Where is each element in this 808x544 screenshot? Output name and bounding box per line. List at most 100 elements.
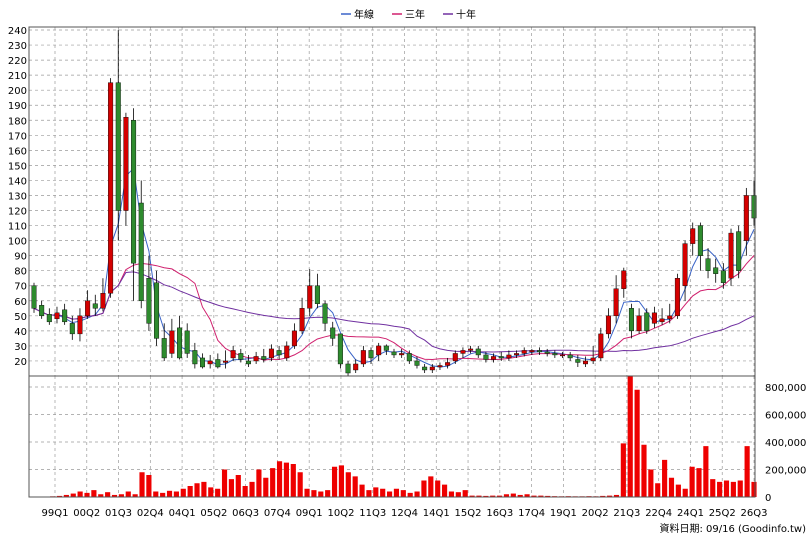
volume-bar bbox=[249, 481, 255, 497]
price-tick-label: 220 bbox=[8, 56, 27, 67]
volume-bar bbox=[201, 481, 207, 497]
candle-body bbox=[184, 330, 190, 354]
price-tick-label: 100 bbox=[8, 237, 27, 248]
footer-date-source: 資料日期: 09/16 (Goodinfo.tw) bbox=[659, 522, 806, 535]
x-tick-label: 24Q1 bbox=[677, 508, 704, 519]
price-tick-label: 110 bbox=[8, 222, 27, 233]
price-tick-label: 20 bbox=[14, 357, 27, 368]
volume-bar bbox=[139, 472, 145, 497]
candle-body bbox=[429, 366, 435, 371]
volume-bar bbox=[242, 486, 248, 497]
candle-body bbox=[483, 354, 489, 360]
candle-body bbox=[728, 232, 734, 279]
volume-bar bbox=[290, 464, 296, 497]
x-tick-label: 04Q1 bbox=[169, 508, 196, 519]
volume-bar bbox=[118, 494, 124, 497]
candle-body bbox=[682, 243, 688, 286]
volume-bar bbox=[153, 491, 159, 497]
volume-bar bbox=[703, 446, 709, 497]
candle-body bbox=[115, 82, 121, 211]
price-tick-label: 60 bbox=[14, 297, 27, 308]
volume-bar bbox=[641, 444, 647, 497]
candle-body bbox=[200, 357, 206, 368]
x-tick-label: 14Q1 bbox=[423, 508, 450, 519]
candle-body bbox=[268, 348, 274, 359]
x-tick-label: 17Q4 bbox=[518, 508, 545, 519]
candle-body bbox=[322, 303, 328, 324]
x-tick-label: 21Q3 bbox=[613, 508, 640, 519]
candle-body bbox=[161, 338, 167, 359]
candle-body bbox=[590, 357, 596, 362]
volume-axis: 0 200,000 400,000 600,000 800,000 bbox=[765, 383, 806, 504]
volume-bar bbox=[627, 376, 633, 497]
candle-body bbox=[445, 362, 451, 366]
candle-body bbox=[743, 195, 749, 241]
candle-body bbox=[146, 278, 152, 324]
volume-bar bbox=[366, 490, 372, 497]
candle-body bbox=[399, 353, 405, 356]
volume-bar bbox=[180, 488, 186, 497]
candle-body bbox=[39, 305, 45, 317]
price-tick-label: 170 bbox=[8, 131, 27, 142]
volume-bar bbox=[662, 459, 668, 497]
volume-bar bbox=[338, 465, 345, 497]
volume-bar bbox=[215, 488, 221, 497]
candle-body bbox=[422, 366, 428, 371]
x-tick-label: 11Q3 bbox=[359, 508, 386, 519]
candle-body bbox=[46, 314, 52, 323]
candle-body bbox=[667, 315, 673, 320]
candle-body bbox=[475, 348, 481, 356]
price-tick-label: 190 bbox=[8, 101, 27, 112]
x-tick-label: 00Q2 bbox=[73, 508, 100, 519]
volume-bar bbox=[146, 475, 152, 497]
x-tick-label: 20Q2 bbox=[582, 508, 609, 519]
candle-body bbox=[529, 350, 535, 353]
volume-bar bbox=[270, 468, 276, 497]
candle-body bbox=[636, 315, 642, 332]
price-tick-label: 40 bbox=[14, 327, 27, 338]
candle-body bbox=[514, 353, 520, 356]
price-tick-label: 30 bbox=[14, 342, 27, 353]
candle-body bbox=[575, 359, 581, 363]
candle-body bbox=[284, 345, 290, 359]
candle-body bbox=[621, 270, 627, 289]
candle-body bbox=[628, 308, 634, 332]
candle-body bbox=[62, 309, 68, 323]
volume-bar bbox=[655, 483, 661, 497]
volume-bar bbox=[607, 495, 613, 497]
candle-body bbox=[345, 363, 351, 374]
volume-bar bbox=[70, 493, 76, 497]
volume-bar bbox=[407, 492, 413, 497]
volume-tick-label: 800,000 bbox=[765, 383, 806, 394]
candle-body bbox=[659, 318, 665, 323]
price-tick-label: 210 bbox=[8, 71, 27, 82]
candle-body bbox=[736, 231, 742, 271]
volume-bar bbox=[717, 481, 723, 497]
candle-body bbox=[598, 333, 604, 359]
x-tick-label: 15Q2 bbox=[455, 508, 482, 519]
candle-body bbox=[537, 350, 543, 353]
volume-bar bbox=[448, 491, 455, 497]
candle-body bbox=[491, 356, 497, 360]
volume-grid bbox=[29, 376, 755, 497]
volume-bar bbox=[105, 492, 111, 497]
volume-bar bbox=[380, 488, 386, 497]
x-tick-label: 25Q2 bbox=[709, 508, 736, 519]
candle-body bbox=[245, 360, 251, 365]
volume-bar bbox=[455, 492, 461, 497]
volume-bar bbox=[490, 495, 496, 497]
candle-body bbox=[605, 315, 611, 335]
volume-bar bbox=[228, 479, 234, 497]
candle-body bbox=[651, 312, 657, 324]
volume-bar bbox=[531, 495, 537, 497]
candle-body bbox=[644, 312, 650, 332]
price-tick-label: 90 bbox=[14, 252, 27, 263]
volume-bar bbox=[483, 495, 489, 497]
volume-bar bbox=[682, 488, 688, 497]
volume-bar bbox=[634, 389, 640, 497]
volume-bar bbox=[304, 488, 310, 497]
volume-bar bbox=[56, 495, 63, 497]
volume-bar bbox=[510, 493, 516, 497]
candle-body bbox=[253, 356, 259, 362]
